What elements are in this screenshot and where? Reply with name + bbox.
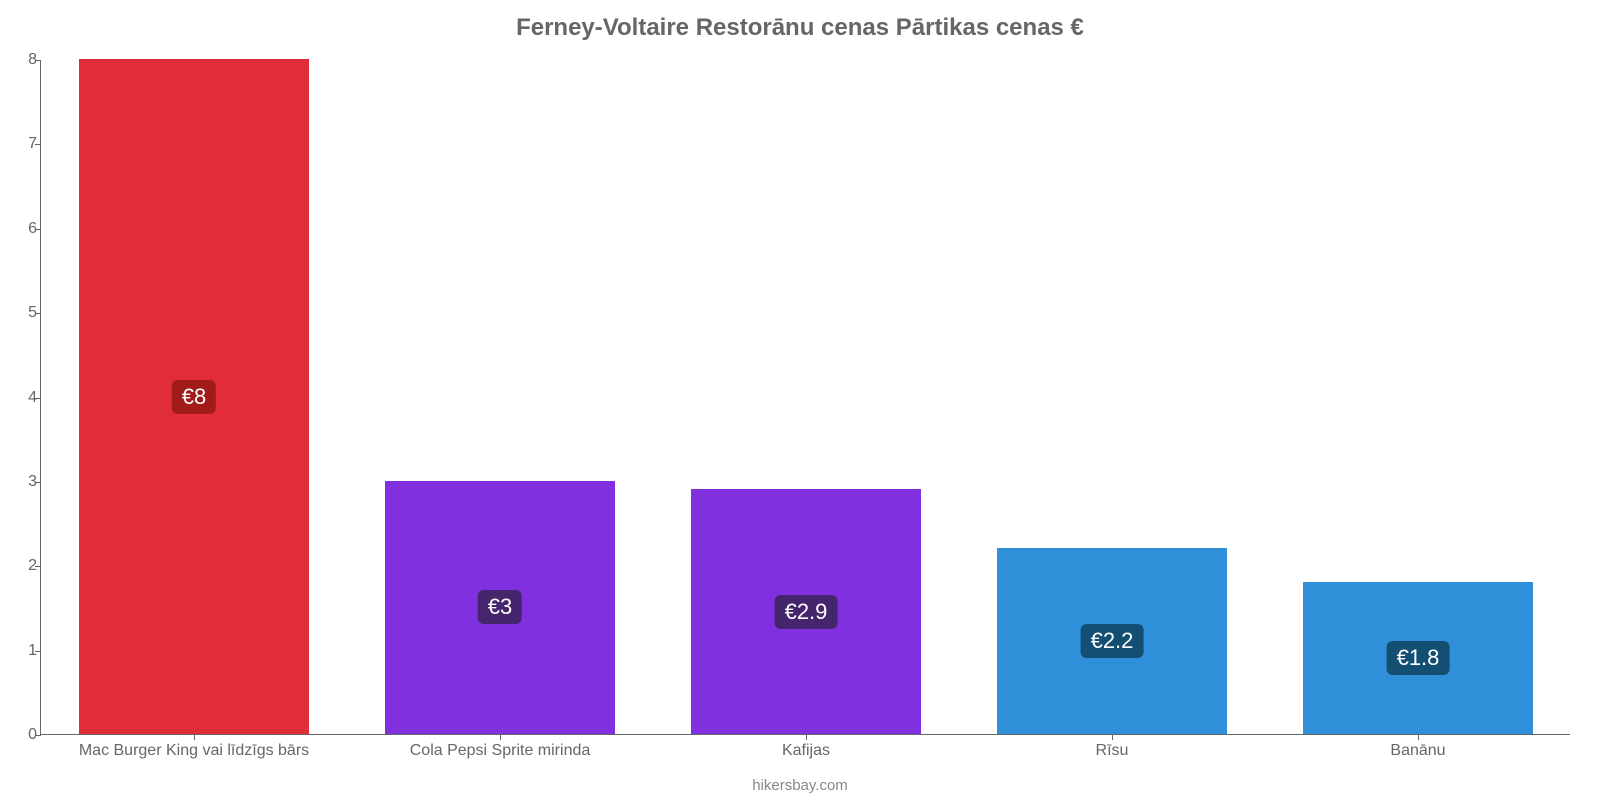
y-tick-label: 4 (11, 389, 37, 407)
y-tick-mark (35, 144, 41, 145)
bar: €3 (385, 481, 615, 734)
x-tick-label: Cola Pepsi Sprite mirinda (410, 742, 591, 760)
x-tick-mark (1112, 734, 1113, 740)
y-tick-label: 0 (11, 726, 37, 744)
y-tick-label: 7 (11, 135, 37, 153)
y-tick-label: 8 (11, 51, 37, 69)
x-tick-mark (500, 734, 501, 740)
bar: €8 (79, 59, 309, 734)
price-chart: Ferney-Voltaire Restorānu cenas Pārtikas… (0, 0, 1600, 800)
y-tick-label: 2 (11, 557, 37, 575)
y-tick-mark (35, 229, 41, 230)
bar-value-label: €2.2 (1081, 624, 1144, 658)
y-tick-mark (35, 482, 41, 483)
chart-title: Ferney-Voltaire Restorānu cenas Pārtikas… (0, 14, 1600, 42)
y-tick-mark (35, 60, 41, 61)
bar-value-label: €8 (172, 380, 216, 414)
x-tick-label: Banānu (1390, 742, 1445, 760)
y-tick-label: 3 (11, 473, 37, 491)
bar-value-label: €2.9 (775, 595, 838, 629)
bar-value-label: €1.8 (1387, 641, 1450, 675)
y-tick-mark (35, 735, 41, 736)
attribution: hikersbay.com (0, 777, 1600, 794)
x-tick-mark (806, 734, 807, 740)
y-tick-mark (35, 313, 41, 314)
plot-area: 012345678€8Mac Burger King vai līdzīgs b… (40, 60, 1570, 735)
bar-value-label: €3 (478, 590, 522, 624)
y-tick-mark (35, 651, 41, 652)
x-tick-mark (1418, 734, 1419, 740)
y-tick-mark (35, 566, 41, 567)
y-tick-label: 5 (11, 304, 37, 322)
y-tick-label: 1 (11, 642, 37, 660)
bar: €2.2 (997, 548, 1227, 734)
y-tick-mark (35, 398, 41, 399)
x-tick-label: Rīsu (1096, 742, 1129, 760)
bar: €1.8 (1303, 582, 1533, 734)
x-tick-label: Mac Burger King vai līdzīgs bārs (79, 742, 309, 760)
bar: €2.9 (691, 489, 921, 734)
x-tick-label: Kafijas (782, 742, 830, 760)
x-tick-mark (194, 734, 195, 740)
y-tick-label: 6 (11, 220, 37, 238)
